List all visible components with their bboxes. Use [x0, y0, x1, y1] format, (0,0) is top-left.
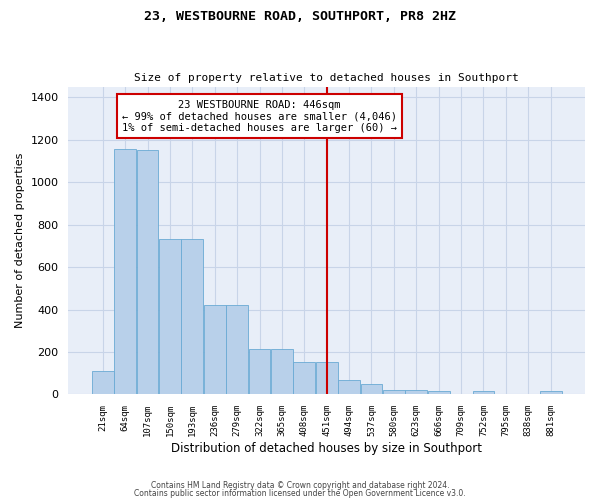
Bar: [92, 371, 113, 394]
Bar: [159, 240, 181, 394]
Title: Size of property relative to detached houses in Southport: Size of property relative to detached ho…: [134, 73, 519, 83]
Bar: [316, 362, 338, 394]
Bar: [406, 390, 427, 394]
Bar: [338, 380, 360, 394]
Bar: [248, 349, 271, 395]
Text: Contains public sector information licensed under the Open Government Licence v3: Contains public sector information licen…: [134, 488, 466, 498]
Bar: [540, 392, 562, 394]
Bar: [226, 306, 248, 394]
Text: Contains HM Land Registry data © Crown copyright and database right 2024.: Contains HM Land Registry data © Crown c…: [151, 481, 449, 490]
Bar: [271, 349, 293, 395]
Bar: [137, 150, 158, 394]
Bar: [204, 306, 226, 394]
X-axis label: Distribution of detached houses by size in Southport: Distribution of detached houses by size …: [171, 442, 482, 455]
Bar: [293, 362, 315, 394]
Text: 23, WESTBOURNE ROAD, SOUTHPORT, PR8 2HZ: 23, WESTBOURNE ROAD, SOUTHPORT, PR8 2HZ: [144, 10, 456, 23]
Bar: [181, 240, 203, 394]
Bar: [383, 390, 405, 394]
Bar: [428, 392, 449, 394]
Bar: [361, 384, 382, 394]
Bar: [114, 149, 136, 394]
Bar: [473, 392, 494, 394]
Text: 23 WESTBOURNE ROAD: 446sqm
← 99% of detached houses are smaller (4,046)
1% of se: 23 WESTBOURNE ROAD: 446sqm ← 99% of deta…: [122, 100, 397, 133]
Y-axis label: Number of detached properties: Number of detached properties: [15, 153, 25, 328]
